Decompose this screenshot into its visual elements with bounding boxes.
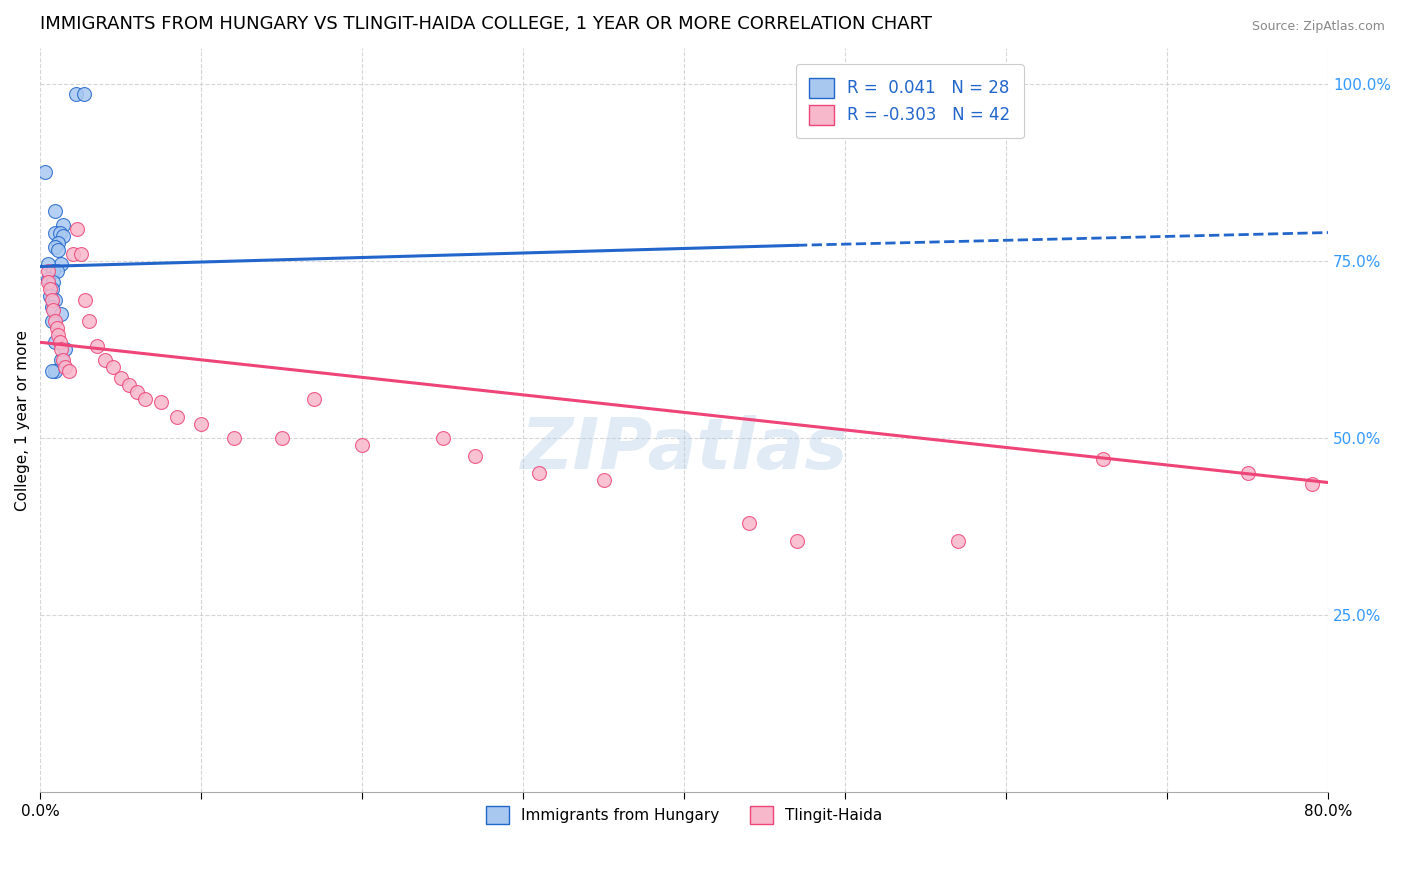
Point bbox=[41, 300, 63, 314]
Point bbox=[44, 335, 66, 350]
Point bbox=[222, 431, 245, 445]
Point bbox=[65, 87, 87, 102]
Point bbox=[39, 282, 62, 296]
Point bbox=[46, 236, 69, 251]
Point bbox=[73, 87, 96, 102]
Point bbox=[77, 314, 100, 328]
Point bbox=[46, 244, 69, 258]
Legend: Immigrants from Hungary, Tlingit-Haida: Immigrants from Hungary, Tlingit-Haida bbox=[474, 793, 894, 837]
Point bbox=[1236, 467, 1258, 481]
Point bbox=[42, 275, 65, 289]
Point bbox=[41, 282, 63, 296]
Point bbox=[464, 449, 486, 463]
Point bbox=[94, 353, 117, 368]
Point bbox=[150, 395, 173, 409]
Point bbox=[86, 339, 108, 353]
Point bbox=[48, 226, 70, 240]
Point bbox=[66, 222, 89, 236]
Text: ZIPatlas: ZIPatlas bbox=[520, 416, 848, 484]
Point bbox=[52, 353, 75, 368]
Point bbox=[42, 303, 65, 318]
Point bbox=[53, 360, 76, 375]
Point bbox=[737, 516, 759, 530]
Text: Source: ZipAtlas.com: Source: ZipAtlas.com bbox=[1251, 20, 1385, 33]
Point bbox=[51, 353, 73, 368]
Point bbox=[44, 204, 66, 219]
Point bbox=[62, 247, 84, 261]
Point bbox=[53, 343, 76, 357]
Point bbox=[44, 240, 66, 254]
Point bbox=[34, 165, 56, 179]
Point bbox=[52, 229, 75, 244]
Point bbox=[166, 409, 188, 424]
Point bbox=[37, 257, 59, 271]
Point bbox=[41, 293, 63, 307]
Point bbox=[134, 392, 156, 406]
Text: IMMIGRANTS FROM HUNGARY VS TLINGIT-HAIDA COLLEGE, 1 YEAR OR MORE CORRELATION CHA: IMMIGRANTS FROM HUNGARY VS TLINGIT-HAIDA… bbox=[41, 15, 932, 33]
Point bbox=[302, 392, 325, 406]
Point bbox=[44, 226, 66, 240]
Point bbox=[529, 467, 551, 481]
Point bbox=[110, 370, 132, 384]
Point bbox=[69, 247, 91, 261]
Point bbox=[51, 257, 73, 271]
Point bbox=[270, 431, 292, 445]
Point bbox=[786, 533, 808, 548]
Point bbox=[44, 293, 66, 307]
Point bbox=[39, 289, 62, 303]
Point bbox=[44, 314, 66, 328]
Point bbox=[46, 328, 69, 343]
Point bbox=[118, 377, 141, 392]
Point bbox=[52, 219, 75, 233]
Point bbox=[352, 438, 374, 452]
Point bbox=[592, 474, 614, 488]
Point bbox=[41, 364, 63, 378]
Point bbox=[101, 360, 124, 375]
Point bbox=[75, 293, 97, 307]
Point bbox=[44, 364, 66, 378]
Point bbox=[37, 264, 59, 278]
Point bbox=[45, 321, 67, 335]
Point bbox=[125, 384, 148, 399]
Point bbox=[37, 271, 59, 285]
Point bbox=[41, 314, 63, 328]
Point bbox=[45, 264, 67, 278]
Point bbox=[190, 417, 212, 431]
Point bbox=[48, 335, 70, 350]
Point bbox=[58, 364, 80, 378]
Point bbox=[51, 307, 73, 321]
Point bbox=[42, 264, 65, 278]
Point bbox=[51, 343, 73, 357]
Point bbox=[37, 275, 59, 289]
Point bbox=[432, 431, 454, 445]
Point bbox=[1301, 477, 1323, 491]
Y-axis label: College, 1 year or more: College, 1 year or more bbox=[15, 330, 30, 511]
Point bbox=[1091, 452, 1114, 467]
Point bbox=[946, 533, 969, 548]
